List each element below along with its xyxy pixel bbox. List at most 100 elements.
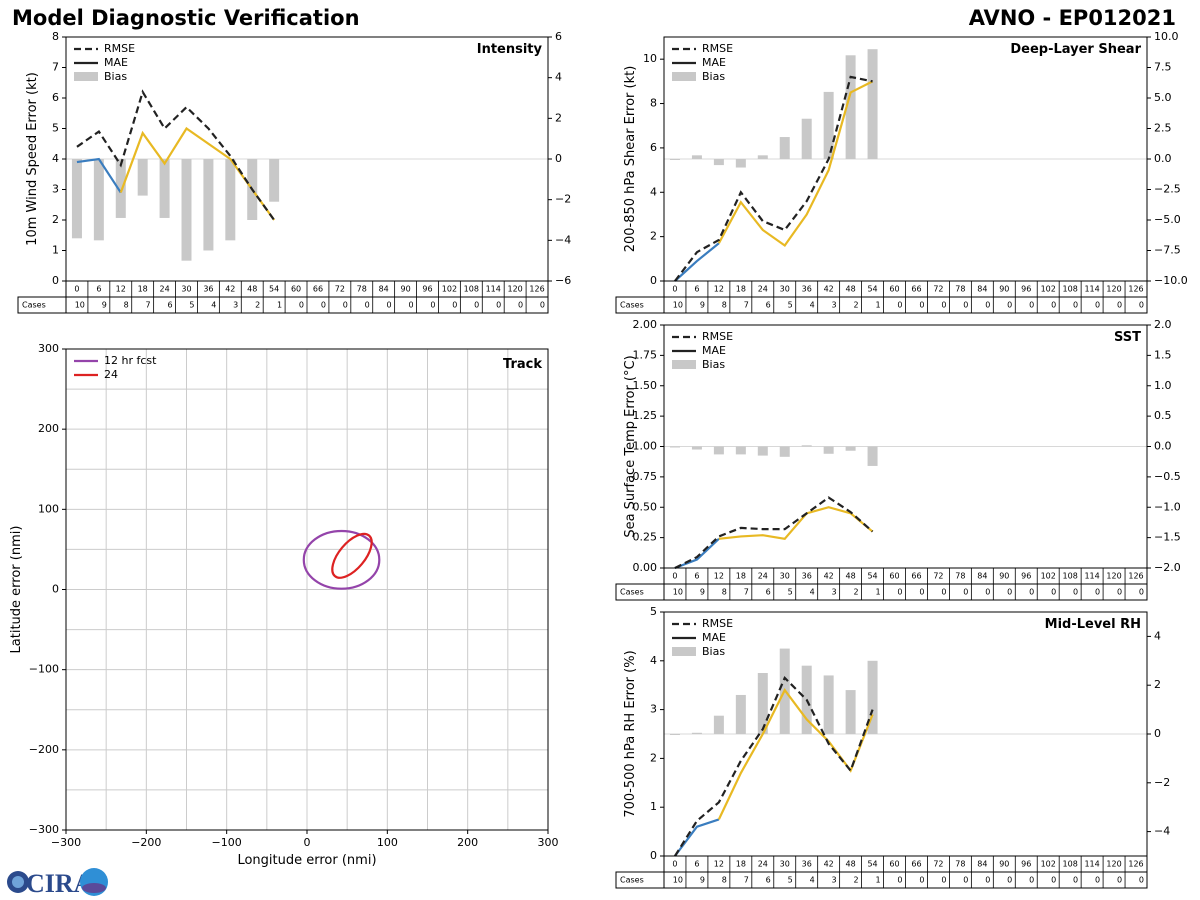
sst-case-count: 0 [963,588,968,597]
rh-bias-bar [691,732,702,734]
shear-hour-label: 48 [846,285,856,294]
intensity-bias-bar [93,159,104,241]
sst-y2tick-label: 0.0 [1154,440,1172,453]
sst-hour-label: 48 [846,572,856,581]
shear-case-count: 0 [1073,301,1078,310]
sst-case-count: 1 [875,588,880,597]
sst-hour-label: 30 [780,572,790,581]
intensity-hour-label: 90 [400,285,410,294]
shear-y2tick-label: −10.0 [1154,274,1188,287]
intensity-legend-bias-swatch [74,72,98,81]
shear-case-count: 2 [853,301,858,310]
rh-hour-label: 120 [1106,860,1121,869]
shear-case-count: 5 [788,301,793,310]
sst-y2tick-label: −2.0 [1154,561,1181,574]
shear-hour-label: 24 [758,285,768,294]
intensity-ytick-label: 1 [52,244,59,257]
intensity-case-count: 6 [167,301,172,310]
intensity-hour-label: 24 [159,285,169,294]
intensity-hour-label: 72 [335,285,345,294]
track-ytick-label: 300 [38,342,59,355]
intensity-y2tick-label: −2 [555,193,571,206]
sst-legend-mae: MAE [702,344,726,357]
sst-case-count: 0 [1095,588,1100,597]
rh-hour-label: 90 [999,860,1009,869]
intensity-ytick-label: 5 [52,122,59,135]
intensity-case-count: 0 [387,301,392,310]
shear-hour-label: 102 [1041,285,1056,294]
shear-hour-label: 96 [1021,285,1031,294]
rh-ytick-label: 0 [650,849,657,862]
rh-case-count: 0 [1051,876,1056,885]
shear-case-count: 3 [832,301,837,310]
intensity-bias-bar [159,159,170,218]
shear-y2tick-label: 10.0 [1154,30,1179,43]
track-ytick-label: 200 [38,422,59,435]
track-ellipse-24hr [331,532,373,579]
rh-y2tick-label: 4 [1154,629,1161,642]
intensity-case-count: 0 [518,301,523,310]
sst-bias-bar [845,446,856,451]
rh-bias-bar [669,734,680,735]
intensity-panel [17,36,552,314]
rh-hour-label: 102 [1041,860,1056,869]
rh-hour-label: 18 [736,860,746,869]
sst-title: SST [1114,330,1141,345]
sst-legend-rmse: RMSE [702,330,733,343]
shear-case-count: 1 [875,301,880,310]
sst-case-count: 0 [1073,588,1078,597]
intensity-case-count: 0 [321,301,326,310]
track-xtick-label: 0 [304,836,311,849]
intensity-ytick-label: 2 [52,213,59,226]
sst-y2tick-label: 0.5 [1154,409,1172,422]
rh-bias-bar [757,673,768,734]
shear-ytick-label: 0 [650,274,657,287]
intensity-case-count: 9 [102,301,107,310]
shear-hour-label: 114 [1084,285,1099,294]
sst-hour-label: 126 [1128,572,1143,581]
track-xtick-label: −300 [51,836,81,849]
sst-ytick-label: 0.00 [633,561,658,574]
track-xtick-label: −200 [131,836,161,849]
shear-hour-label: 108 [1063,285,1078,294]
shear-ytick-label: 8 [650,97,657,110]
shear-hour-label: 36 [802,285,812,294]
page-subtitle: AVNO - EP012021 [968,6,1176,30]
intensity-title: Intensity [477,42,543,57]
intensity-y2tick-label: −4 [555,233,571,246]
sst-legend-bias: Bias [702,358,725,371]
shear-bias-bar [691,155,702,159]
rh-ytick-label: 1 [650,800,657,813]
shear-case-count: 0 [897,301,902,310]
sst-hour-label: 60 [889,572,899,581]
shear-hour-label: 42 [824,285,834,294]
shear-case-count: 0 [1051,301,1056,310]
intensity-case-count: 8 [124,301,129,310]
shear-cases-row [615,296,1148,314]
intensity-bias-bar [269,159,280,202]
rh-bias-bar [735,694,746,734]
rh-case-count: 0 [1117,876,1122,885]
sst-cases-row [615,583,1148,601]
track-xtick-label: 300 [538,836,559,849]
shear-bias-bar [669,159,680,160]
shear-hour-label: 84 [977,285,987,294]
shear-hour-label: 78 [955,285,965,294]
intensity-case-count: 5 [189,301,194,310]
rh-legend-bias: Bias [702,645,725,658]
intensity-case-count: 0 [452,301,457,310]
rh-case-count: 2 [853,876,858,885]
intensity-rmse-line [76,89,276,221]
sst-bias-bar [735,446,746,455]
intensity-hour-label: 120 [507,285,522,294]
intensity-legend-bias: Bias [104,70,127,83]
rh-y2tick-label: 0 [1154,727,1161,740]
intensity-hour-label: 84 [379,285,389,294]
shear-case-count: 6 [766,301,771,310]
shear-y2tick-label: 2.5 [1154,122,1172,135]
track-xtick-label: 200 [457,836,478,849]
intensity-hour-label: 36 [203,285,213,294]
rh-case-count: 9 [700,876,705,885]
rh-y2tick-label: −2 [1154,776,1170,789]
